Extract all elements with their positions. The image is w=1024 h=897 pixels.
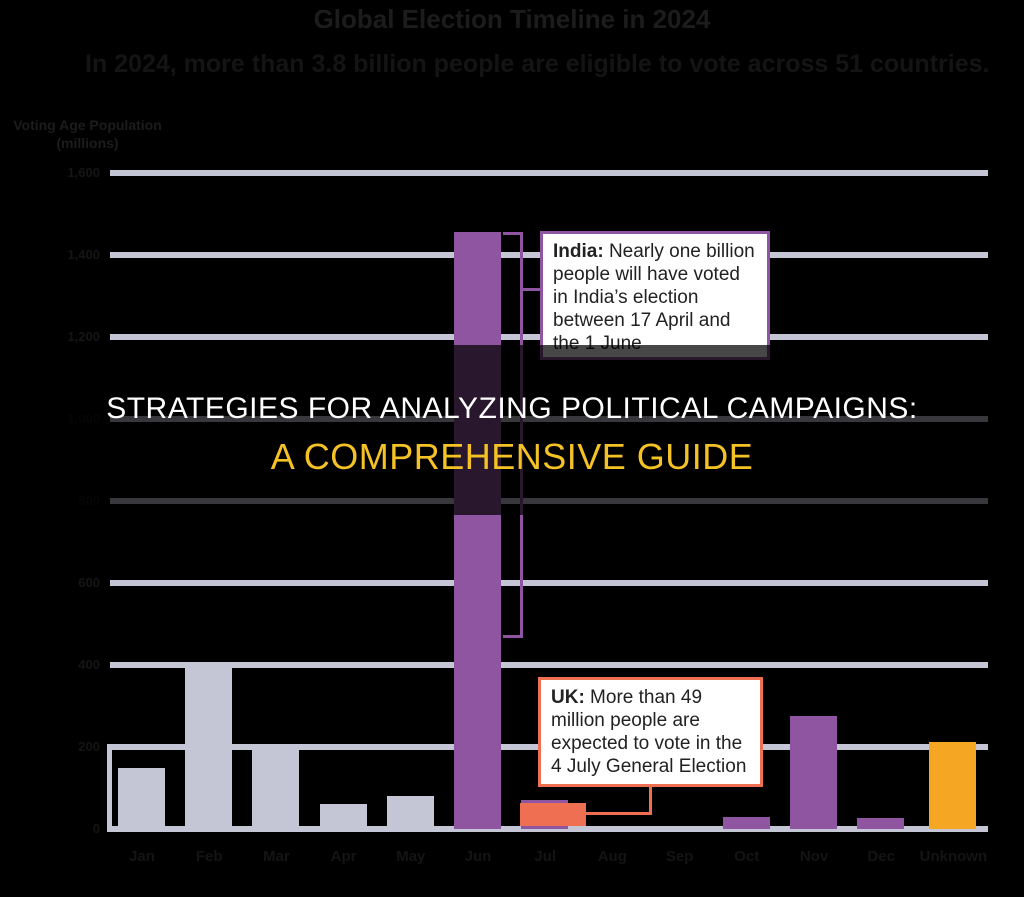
uk-callout: UK: More than 49 million people are expe… (538, 677, 763, 787)
india-bracket (503, 635, 523, 638)
uk-callout-text: More than 49 million people are expected… (551, 687, 747, 777)
x-tick-label: Sep (665, 848, 694, 865)
y-tick-label: 1,600 (67, 165, 100, 180)
x-tick-label: May (396, 848, 426, 865)
gridline (110, 170, 988, 176)
y-axis-label: Voting Age Population (millions) (13, 117, 162, 151)
x-tick-label: Apr (330, 848, 357, 865)
x-tick-label: Jun (464, 848, 492, 865)
india-bracket (503, 232, 523, 235)
x-tick-label: Nov (799, 848, 829, 865)
uk-connector (649, 786, 652, 815)
x-tick-label: Mar (263, 848, 290, 865)
y-tick-label: 400 (78, 657, 100, 672)
y-tick-label: 0 (92, 821, 100, 836)
x-tick-label: Jan (129, 848, 155, 865)
bar-feb (185, 665, 233, 829)
y-tick-label: 600 (78, 575, 100, 590)
india-callout-label: India: (553, 241, 604, 262)
x-tick-label: Oct (734, 848, 760, 865)
bar-dec (857, 817, 905, 829)
y-tick-label: 1,200 (67, 329, 100, 344)
bar-jun (454, 232, 501, 829)
x-tick-label: Jul (534, 848, 557, 865)
gridline (110, 580, 988, 586)
x-tick-label: Unknown (919, 848, 988, 865)
headline-line1: STRATEGIES FOR ANALYZING POLITICAL CAMPA… (106, 392, 918, 425)
chart-title: Global Election Timeline in 2024 (313, 4, 711, 34)
bar-jan (118, 767, 165, 829)
bar-unknown (929, 742, 977, 829)
chart-subtitle: In 2024, more than 3.8 billion people ar… (85, 50, 990, 78)
bar-may (386, 796, 434, 829)
gridline (110, 826, 988, 832)
bar-nov (790, 715, 837, 829)
headline-line2: A COMPREHENSIVE GUIDE (270, 436, 754, 477)
india-callout: India: Nearly one billion people will ha… (540, 231, 770, 360)
india-bracket (520, 288, 542, 291)
bar-uk (520, 803, 587, 826)
y-tick-label: 200 (78, 739, 100, 754)
gridline (110, 662, 988, 668)
uk-callout-label: UK: (551, 687, 585, 708)
bar-mar (252, 747, 300, 829)
title-overlay (0, 345, 1024, 515)
uk-connector (586, 812, 652, 815)
axis-line (107, 744, 112, 832)
x-tick-label: Aug (597, 848, 627, 865)
india-callout-text: Nearly one billion people will have vote… (553, 241, 755, 354)
y-tick-label: 1,400 (67, 247, 100, 262)
x-tick-label: Dec (867, 848, 895, 865)
bar-apr (319, 804, 367, 829)
bar-oct (722, 817, 770, 829)
x-tick-label: Feb (195, 848, 223, 865)
